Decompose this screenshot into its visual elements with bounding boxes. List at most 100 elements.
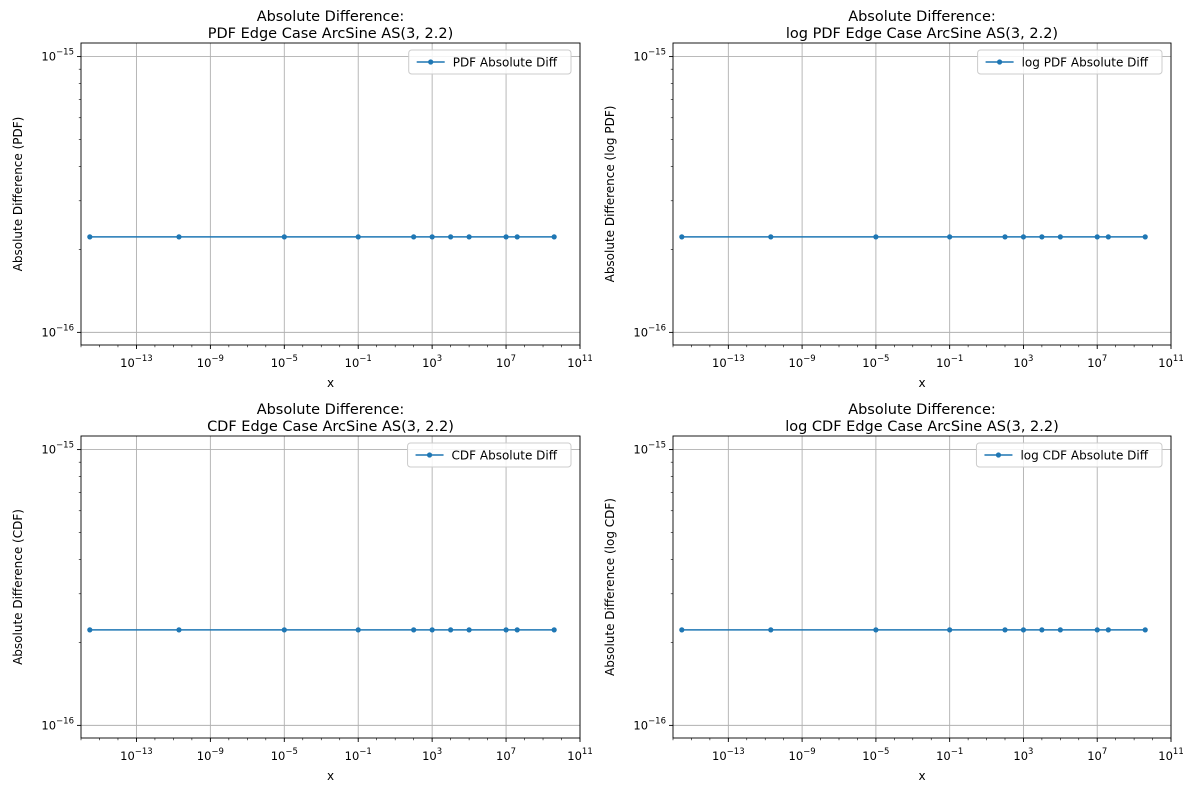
legend: PDF Absolute Diff xyxy=(408,49,572,75)
y-axis-label: Absolute Difference (log CDF) xyxy=(603,498,617,676)
y-tick-label: 10−15 xyxy=(41,441,74,457)
data-point xyxy=(1142,234,1148,240)
data-point xyxy=(355,627,361,633)
subplot-pdf: 10−13 10−9 10−5 10−1 103 107 1011 10−15 10−16 Abs… xyxy=(0,0,594,394)
data-point xyxy=(1142,627,1148,633)
legend-marker xyxy=(996,59,1003,65)
x-tick-label: 10−9 xyxy=(197,354,224,370)
data-point xyxy=(1039,234,1045,240)
legend-marker xyxy=(995,452,1002,458)
data-point xyxy=(873,234,879,240)
y-tick-label: 10−16 xyxy=(633,716,666,732)
chart-svg-log-cdf: 10−13 10−9 10−5 10−1 103 107 1011 10−15 10−16 Abs… xyxy=(603,402,1184,783)
chart-svg-pdf: 10−13 10−9 10−5 10−1 103 107 1011 10−15 10−16 Abs… xyxy=(11,9,593,390)
data-point xyxy=(1039,627,1045,633)
data-point xyxy=(466,627,472,633)
data-point xyxy=(1020,627,1027,633)
legend-box xyxy=(977,49,1163,75)
data-point xyxy=(176,627,182,633)
y-tick-label: 10−16 xyxy=(41,323,74,339)
data-point xyxy=(1105,234,1111,240)
legend: log CDF Absolute Diff xyxy=(975,442,1163,468)
x-tick-label: 103 xyxy=(1013,747,1033,763)
legend-box xyxy=(408,49,572,75)
x-tick-label: 107 xyxy=(1087,747,1107,763)
x-tick-label: 103 xyxy=(422,747,442,763)
x-tick-label: 103 xyxy=(422,354,442,370)
data-point xyxy=(503,627,509,633)
data-point xyxy=(176,234,182,240)
subplot-cdf: 10−13 10−9 10−5 10−1 103 107 1011 10−15 10−16 Abs… xyxy=(0,394,594,789)
x-tick-label: 107 xyxy=(496,354,516,370)
data-point xyxy=(551,627,557,633)
axes-frame xyxy=(672,435,1172,739)
legend-label: PDF Absolute Diff xyxy=(453,56,558,70)
y-axis-label: Absolute Difference (PDF) xyxy=(11,117,25,272)
x-tick-label: 103 xyxy=(1013,354,1033,370)
x-tick-label: 10−5 xyxy=(271,747,298,763)
x-tick-label: 10−13 xyxy=(712,747,745,763)
chart-title: Absolute Difference: PDF Edge Case ArcSin… xyxy=(208,9,453,42)
chart-svg-cdf: 10−13 10−9 10−5 10−1 103 107 1011 10−15 10−16 Abs… xyxy=(11,402,593,783)
x-tick-label: 1011 xyxy=(1158,747,1183,763)
x-tick-label: 10−5 xyxy=(271,354,298,370)
x-tick-label: 10−1 xyxy=(345,354,372,370)
data-point xyxy=(466,234,472,240)
data-point xyxy=(947,234,953,240)
data-point xyxy=(411,234,417,240)
x-tick-label: 10−13 xyxy=(120,747,153,763)
data-point xyxy=(87,627,93,633)
x-tick-label: 107 xyxy=(496,747,516,763)
x-tick-label: 10−5 xyxy=(862,747,889,763)
data-point xyxy=(768,234,774,240)
data-point xyxy=(551,234,557,240)
axes-frame xyxy=(672,42,1172,346)
x-tick-label: 1011 xyxy=(567,354,592,370)
x-axis-label: x xyxy=(918,376,925,390)
legend: log PDF Absolute Diff xyxy=(977,49,1163,75)
data-point xyxy=(1057,627,1063,633)
x-tick-label: 10−9 xyxy=(197,747,224,763)
x-tick-label: 10−9 xyxy=(789,747,816,763)
x-tick-label: 10−5 xyxy=(862,354,889,370)
data-point xyxy=(1002,627,1008,633)
x-tick-label: 1011 xyxy=(1158,354,1183,370)
data-point xyxy=(514,234,520,240)
x-tick-label: 10−1 xyxy=(936,747,963,763)
legend-box xyxy=(975,442,1163,468)
data-point xyxy=(1094,627,1100,633)
y-tick-label: 10−15 xyxy=(633,48,666,64)
data-point xyxy=(1057,234,1063,240)
y-tick-label: 10−15 xyxy=(633,441,666,457)
data-point xyxy=(1002,234,1008,240)
legend-marker xyxy=(428,59,434,65)
x-tick-label: 10−9 xyxy=(789,354,816,370)
x-tick-label: 10−1 xyxy=(936,354,963,370)
legend-box xyxy=(407,442,572,468)
y-axis-label: Absolute Difference (log PDF) xyxy=(603,106,617,283)
data-point xyxy=(429,627,435,633)
x-axis-label: x xyxy=(918,769,925,783)
data-point xyxy=(87,234,93,240)
x-tick-label: 10−13 xyxy=(120,354,153,370)
chart-title: Absolute Difference: CDF Edge Case ArcSin… xyxy=(207,402,454,435)
legend-label: log PDF Absolute Diff xyxy=(1022,56,1149,70)
x-axis-label: x xyxy=(327,769,334,783)
axes-frame xyxy=(80,435,581,739)
data-point xyxy=(1094,234,1100,240)
x-tick-label: 10−13 xyxy=(712,354,745,370)
data-point xyxy=(679,234,685,240)
x-tick-label: 107 xyxy=(1087,354,1107,370)
data-point xyxy=(768,627,774,633)
data-point xyxy=(873,627,879,633)
data-point xyxy=(679,627,685,633)
chart-title: Absolute Difference: log PDF Edge Case Ar… xyxy=(786,9,1058,42)
data-point xyxy=(448,627,454,633)
data-point xyxy=(947,627,953,633)
legend-label: CDF Absolute Diff xyxy=(452,449,558,463)
data-point xyxy=(1105,627,1111,633)
y-tick-label: 10−16 xyxy=(41,716,74,732)
axes-frame xyxy=(80,42,581,346)
data-point xyxy=(429,234,435,240)
y-tick-label: 10−16 xyxy=(633,323,666,339)
